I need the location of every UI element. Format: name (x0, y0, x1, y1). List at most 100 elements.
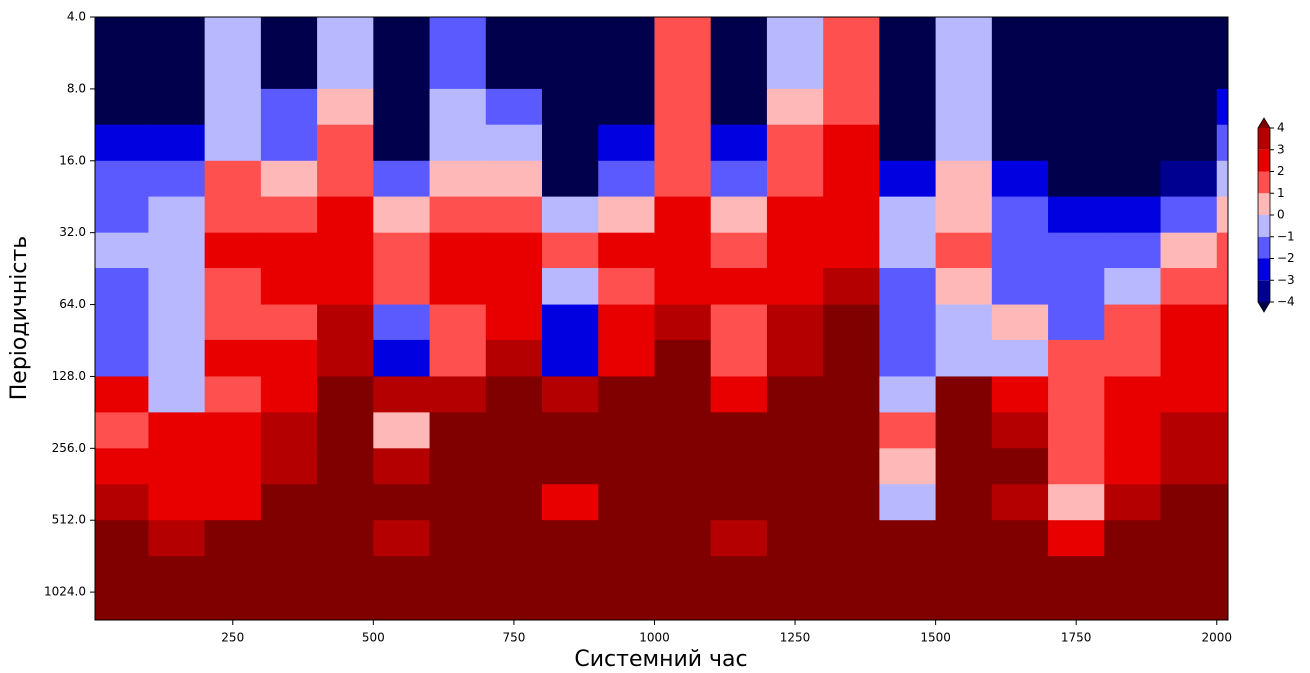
heatmap-cell (879, 88, 937, 126)
heatmap-cell (823, 196, 880, 234)
heatmap-cell (1216, 124, 1229, 162)
heatmap-cell (317, 196, 374, 234)
heatmap-cell (1160, 88, 1218, 126)
heatmap-cell (1048, 304, 1105, 341)
heatmap-cell (373, 196, 431, 234)
heatmap-cell (95, 196, 149, 234)
heatmap-cell (317, 556, 374, 593)
heatmap-cell (654, 88, 712, 126)
heatmap-cell (823, 484, 880, 521)
heatmap-cell (485, 232, 543, 269)
heatmap-cell (204, 232, 262, 269)
heatmap-cell (204, 520, 262, 557)
heatmap-cell (148, 124, 206, 162)
heatmap-cell (654, 268, 712, 306)
heatmap-cell (654, 17, 712, 54)
colorbar-extend-min (1258, 302, 1270, 312)
heatmap-cell (1216, 17, 1229, 54)
heatmap-cell (542, 53, 599, 90)
heatmap-cell (148, 160, 206, 198)
y-tick-label: 64.0 (59, 297, 86, 311)
heatmap-cell (935, 196, 993, 234)
heatmap-cell (204, 339, 262, 377)
heatmap-cell (373, 448, 431, 485)
heatmap-cell (823, 556, 880, 593)
heatmap-cell (766, 376, 824, 413)
y-tick-label: 512.0 (52, 513, 86, 527)
heatmap-cell (879, 196, 937, 234)
heatmap-cell (485, 520, 543, 557)
y-tick-label: 256.0 (52, 441, 86, 455)
heatmap-cell (95, 412, 149, 449)
heatmap-cell (373, 556, 431, 593)
heatmap-cell (710, 53, 768, 90)
heatmap-cell (95, 160, 149, 198)
heatmap-cell (1104, 484, 1162, 521)
heatmap-cell (260, 268, 318, 306)
heatmap-cell (598, 412, 655, 449)
heatmap-cell (260, 88, 318, 126)
heatmap-cell (260, 592, 318, 621)
heatmap-cell (1104, 88, 1162, 126)
heatmap-cell (148, 196, 206, 234)
heatmap-cell (95, 556, 149, 593)
heatmap-cell (598, 160, 655, 198)
heatmap-cell (654, 196, 712, 234)
heatmap-cell (1216, 160, 1229, 198)
heatmap-cell (710, 484, 768, 521)
heatmap-cell (373, 268, 431, 306)
heatmap-cell (766, 124, 824, 162)
heatmap-cell (485, 17, 543, 54)
x-tick-label: 1250 (780, 631, 811, 645)
heatmap-cell (485, 160, 543, 198)
heatmap-cell (991, 124, 1049, 162)
y-tick-label: 128.0 (52, 369, 86, 383)
heatmap-cell (991, 484, 1049, 521)
x-tick-label: 1500 (920, 631, 951, 645)
heatmap-cell (598, 556, 655, 593)
heatmap-cell (1104, 196, 1162, 234)
heatmap-cell (654, 304, 712, 341)
colorbar-band (1258, 171, 1270, 194)
heatmap-cell (260, 556, 318, 593)
heatmap-cell (766, 339, 824, 377)
heatmap-cell (710, 160, 768, 198)
heatmap-cell (710, 376, 768, 413)
heatmap-cell (823, 268, 880, 306)
heatmap-cell (317, 484, 374, 521)
heatmap-cell (1104, 124, 1162, 162)
heatmap-cell (1104, 268, 1162, 306)
heatmap-cell (148, 592, 206, 621)
heatmap-cell (542, 160, 599, 198)
heatmap-cell (485, 124, 543, 162)
heatmap-cell (429, 556, 487, 593)
heatmap-cell (991, 448, 1049, 485)
heatmap-cell (260, 412, 318, 449)
heatmap-cell (1216, 268, 1229, 306)
heatmap-cell (373, 160, 431, 198)
heatmap-cell (991, 17, 1049, 54)
heatmap-cell (373, 412, 431, 449)
heatmap-cell (598, 53, 655, 90)
heatmap-cell (766, 53, 824, 90)
heatmap-cell (598, 304, 655, 341)
heatmap-cell (1216, 556, 1229, 593)
heatmap-cell (1160, 484, 1218, 521)
heatmap-cell (317, 339, 374, 377)
heatmap-cell (1048, 88, 1105, 126)
heatmap-cell (485, 448, 543, 485)
colorbar-band (1258, 215, 1270, 237)
heatmap-cell (1216, 592, 1229, 621)
heatmap-cell (654, 592, 712, 621)
heatmap-cell (654, 448, 712, 485)
heatmap-cell (148, 17, 206, 54)
heatmap-cell (542, 484, 599, 521)
y-tick-label: 4.0 (67, 10, 86, 24)
heatmap-cell (991, 376, 1049, 413)
heatmap-cell (935, 376, 993, 413)
heatmap-cell (1160, 339, 1218, 377)
heatmap-cell (823, 304, 880, 341)
heatmap-cell (204, 448, 262, 485)
heatmap-cell (710, 124, 768, 162)
heatmap-cell (823, 592, 880, 621)
